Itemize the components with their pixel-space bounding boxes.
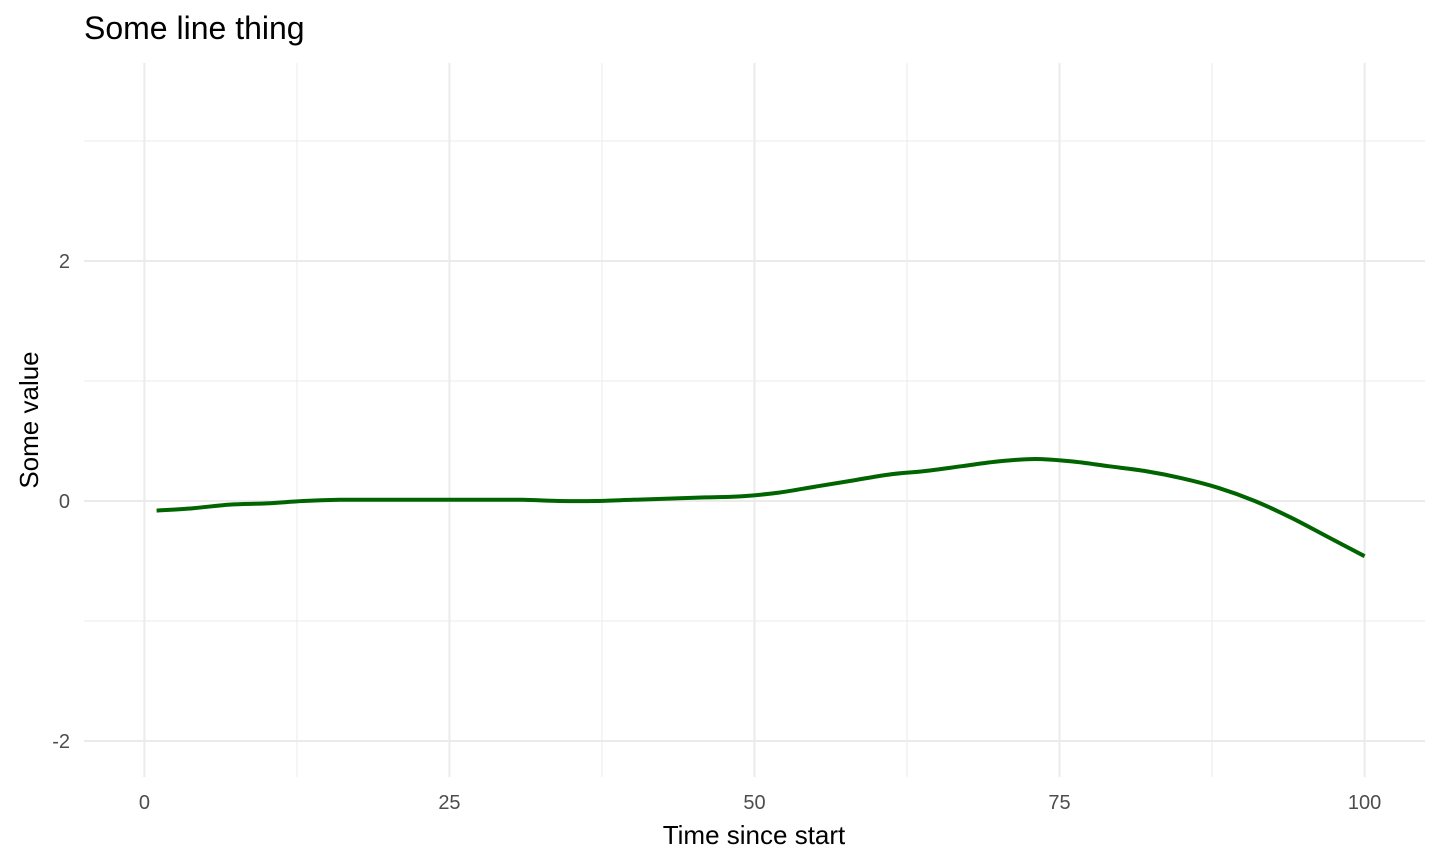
x-tick-label: 0	[139, 792, 150, 814]
x-axis-ticks: 0 25 50 75 100	[139, 792, 1381, 814]
series-line-0	[156, 457, 1366, 558]
x-tick-label: 75	[1048, 792, 1070, 814]
series-layer	[156, 457, 1366, 558]
y-tick-label: -2	[52, 731, 70, 753]
x-tick-label: 50	[743, 792, 765, 814]
x-tick-label: 25	[438, 792, 460, 814]
y-tick-label: 2	[59, 251, 70, 273]
chart-title: Some line thing	[84, 10, 305, 46]
y-axis-ticks: -2 0 2	[52, 251, 70, 753]
x-axis-title: Time since start	[663, 820, 846, 850]
major-gridlines	[84, 63, 1425, 777]
y-axis-title: Some value	[14, 351, 44, 488]
y-tick-label: 0	[59, 491, 70, 513]
x-tick-label: 100	[1348, 792, 1381, 814]
